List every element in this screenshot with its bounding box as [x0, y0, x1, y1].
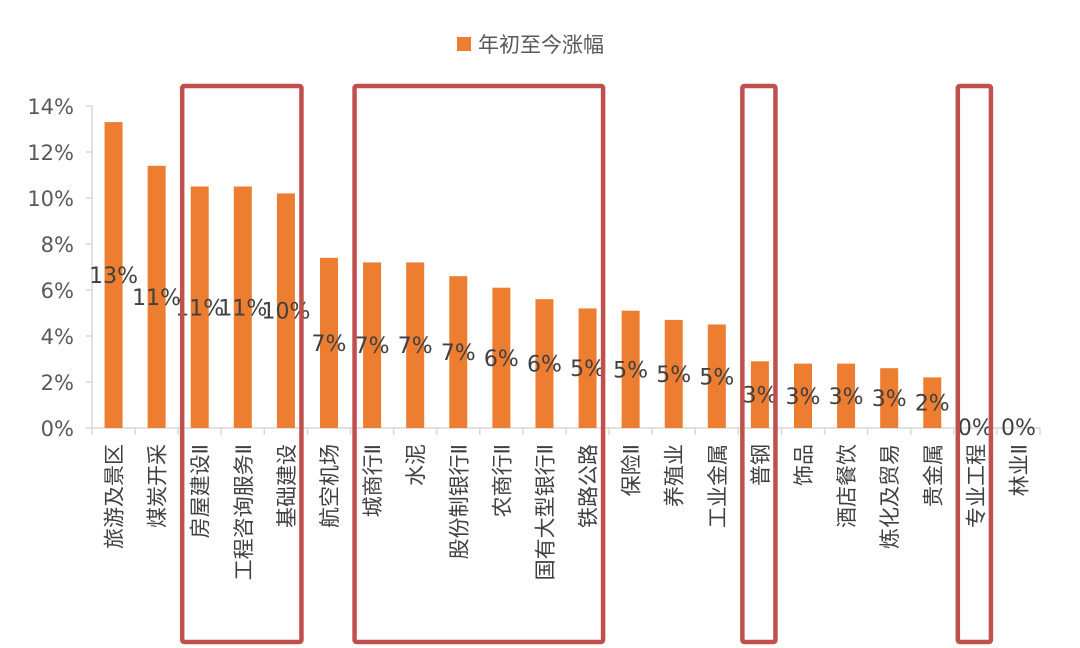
- y-tick-label: 6%: [41, 279, 74, 303]
- data-label: 5%: [699, 365, 734, 390]
- data-label: 3%: [829, 385, 864, 410]
- data-labels: 13%11%11%11%10%7% 7% 7% 7% 6% 6% 5% 5% 5% 5%3% 3% 3…: [89, 264, 1036, 441]
- bar: [707, 324, 726, 428]
- bar: [147, 165, 166, 429]
- category-label: 保险Ⅱ: [620, 444, 644, 496]
- bar: [750, 361, 769, 428]
- data-label: 6%: [484, 347, 519, 372]
- bar: [492, 287, 511, 428]
- data-label: 13%: [89, 264, 138, 289]
- data-label: 11%: [218, 296, 267, 321]
- data-label: 3%: [786, 385, 821, 410]
- highlight-box: [955, 83, 994, 645]
- y-tick-label: 10%: [27, 187, 74, 211]
- category-label: 养殖业: [663, 444, 687, 507]
- bar: [880, 368, 899, 428]
- highlight-box: [740, 83, 778, 645]
- bar: [535, 299, 554, 428]
- bar: [233, 186, 252, 428]
- bar: [406, 262, 425, 428]
- category-label: 贵金属: [921, 444, 945, 507]
- category-label: 饰品: [792, 444, 816, 486]
- bar: [923, 377, 942, 428]
- data-label: 5%: [613, 358, 648, 383]
- bar: [276, 193, 295, 428]
- category-label: 煤炭开采: [146, 444, 170, 528]
- data-label: 3%: [872, 387, 907, 412]
- y-axis: 0% 2% 4% 6% 8% 10% 12% 14%: [27, 95, 93, 441]
- bars: [104, 122, 942, 429]
- data-label: 5%: [570, 357, 605, 382]
- category-label: 普钢: [749, 444, 773, 486]
- bar: [363, 262, 382, 428]
- y-tick-label: 2%: [41, 371, 74, 395]
- category-label: 房屋建设Ⅱ: [189, 444, 213, 538]
- data-label: 2%: [915, 392, 950, 417]
- bar: [621, 310, 640, 428]
- bar: [794, 363, 812, 428]
- data-label: 3%: [742, 384, 777, 409]
- category-label: 酒店餐饮: [835, 444, 859, 528]
- legend: 年初至今涨幅: [457, 33, 604, 57]
- bar: [104, 122, 123, 428]
- highlight-box: [179, 83, 304, 645]
- data-label: 0%: [958, 416, 993, 441]
- category-label: 水泥: [404, 444, 428, 486]
- bar: [578, 308, 597, 428]
- data-label: 6%: [527, 353, 562, 378]
- highlight-boxes: [179, 83, 994, 645]
- bar: [837, 363, 856, 428]
- data-label: 7%: [312, 332, 347, 357]
- y-tick-label: 12%: [27, 141, 74, 165]
- y-tick-label: 8%: [41, 233, 74, 257]
- bar: [449, 276, 468, 428]
- y-tick-label: 14%: [27, 95, 74, 119]
- data-label: 7%: [355, 334, 390, 359]
- data-label: 11%: [132, 286, 181, 311]
- category-label: 专业工程: [964, 444, 988, 528]
- legend-label: 年初至今涨幅: [478, 33, 604, 57]
- data-label: 7%: [441, 341, 476, 366]
- category-label: 工程咨询服务Ⅱ: [232, 444, 256, 580]
- category-label: 林业Ⅱ: [1007, 444, 1031, 496]
- category-label: 航空机场: [318, 444, 342, 528]
- x-axis: [91, 427, 1041, 435]
- y-tick-label: 4%: [41, 325, 74, 349]
- y-tick-label: 0%: [41, 417, 74, 441]
- category-label: 工业金属: [706, 444, 730, 528]
- data-label: 5%: [656, 363, 691, 388]
- category-label: 城商行Ⅱ: [361, 444, 385, 517]
- category-label: 铁路公路: [577, 444, 601, 528]
- bar: [664, 319, 683, 428]
- category-label: 国有大型银行Ⅱ: [533, 444, 557, 580]
- category-label: 炼化及贸易: [878, 444, 902, 549]
- category-label: 农商行Ⅱ: [490, 444, 514, 517]
- data-label: 0%: [1001, 416, 1036, 441]
- highlight-box: [352, 83, 606, 645]
- category-label: 基础建设: [275, 444, 299, 528]
- category-labels: 旅游及景区 煤炭开采 房屋建设Ⅱ 工程咨询服务Ⅱ 基础建设 航空机场 城商行Ⅱ 水泥 股份制银行…: [103, 444, 1032, 580]
- bar: [190, 186, 209, 428]
- data-label: 7%: [398, 334, 433, 359]
- bar: [320, 257, 338, 428]
- category-label: 股份制银行Ⅱ: [447, 444, 471, 559]
- legend-swatch: [457, 37, 471, 51]
- category-label: 旅游及景区: [103, 444, 127, 549]
